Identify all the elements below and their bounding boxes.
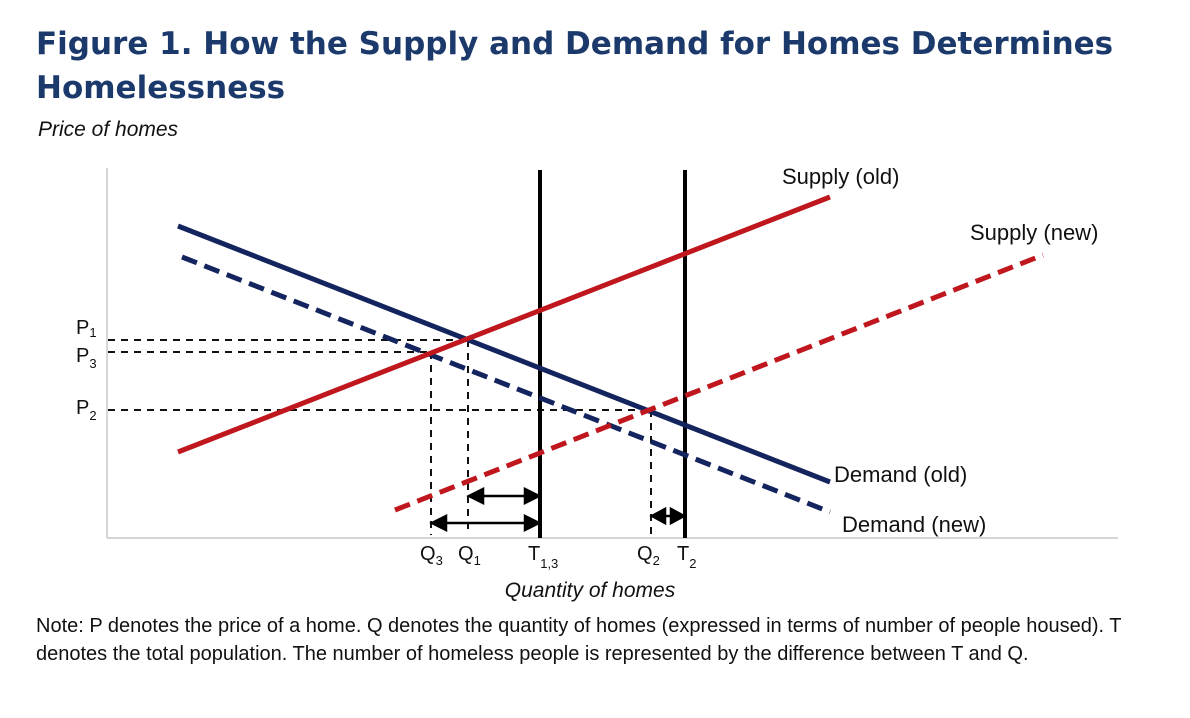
tick-p1: P1 xyxy=(76,317,97,340)
label-demand-new: Demand (new) xyxy=(842,512,986,537)
supply-demand-chart: Supply (old) Supply (new) Demand (old) D… xyxy=(76,164,1118,602)
label-supply-old: Supply (old) xyxy=(782,164,899,189)
tick-t2: T2 xyxy=(677,543,696,571)
arrow-head xyxy=(649,506,667,526)
label-demand-old: Demand (old) xyxy=(834,462,967,487)
chart-title: Figure 1. How the Supply and Demand for … xyxy=(36,26,1114,106)
arrow-head xyxy=(523,486,542,506)
supply-old-line xyxy=(177,194,831,455)
supply-new-line xyxy=(394,252,1044,513)
arrow-head xyxy=(523,513,542,533)
tick-q2: Q2 xyxy=(637,543,660,568)
demand-old-line xyxy=(177,223,831,485)
guide-lines xyxy=(108,339,652,535)
demand-new-line xyxy=(181,254,831,515)
arrow-head xyxy=(466,486,485,506)
figure-note: Note: P denotes the price of a home. Q d… xyxy=(36,615,1122,665)
tick-p3: P3 xyxy=(76,345,97,371)
x-axis-label: Quantity of homes xyxy=(505,579,676,602)
y-axis-label: Price of homes xyxy=(38,118,179,141)
label-supply-new: Supply (new) xyxy=(970,220,1098,245)
tick-q3: Q3 xyxy=(420,543,443,568)
arrow-head xyxy=(429,513,448,533)
tick-p2: P2 xyxy=(76,397,97,423)
tick-q1: Q1 xyxy=(458,543,481,568)
tick-t13: T1,3 xyxy=(528,543,558,571)
arrow-head xyxy=(669,506,687,526)
gap-arrows xyxy=(429,486,687,533)
